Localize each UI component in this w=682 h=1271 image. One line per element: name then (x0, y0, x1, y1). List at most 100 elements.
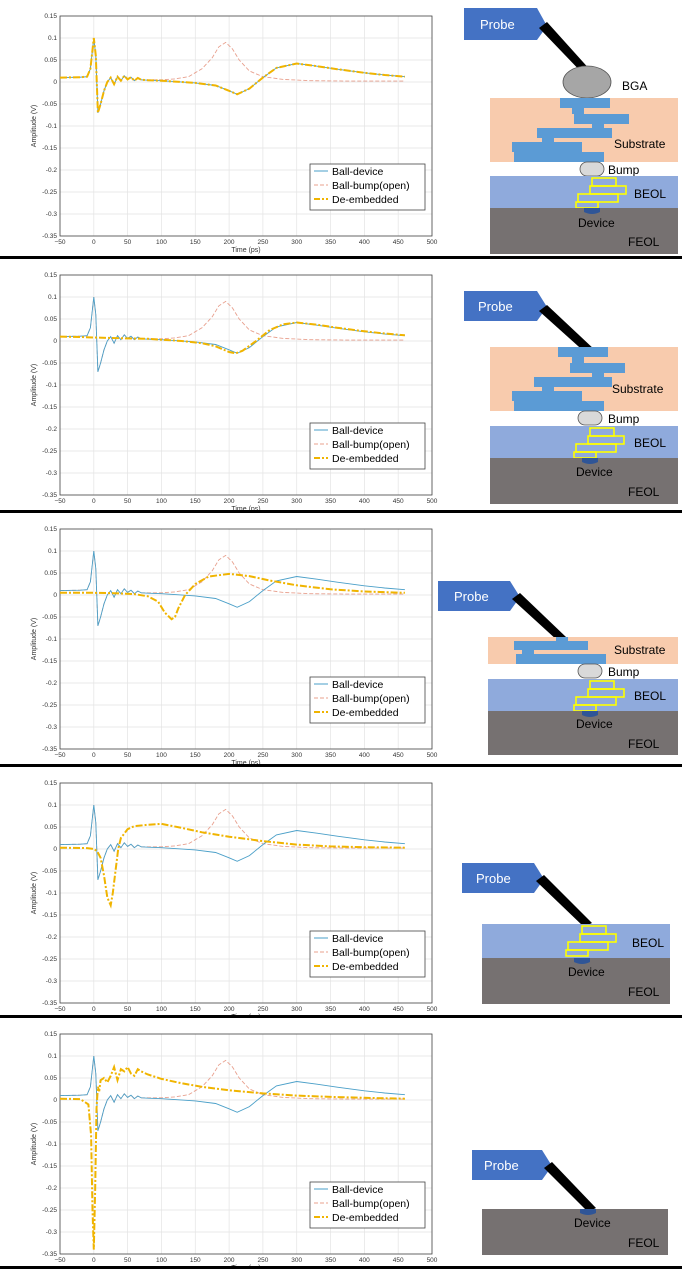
legend-label: Ball-device (332, 166, 384, 178)
plot-frame (59, 274, 433, 496)
y-tick-label: -0.05 (42, 1119, 57, 1126)
x-tick-label: 50 (124, 239, 132, 246)
chart-1: −50 0 50 100 150 200 250 300 350 400 450 500 0.15 0.1… (31, 13, 438, 254)
y-tick-label: 0.1 (48, 1053, 57, 1060)
chart-3: −50 0 50 100 150 200 250 300 350 400 450 500 0.15 0.1… (31, 526, 438, 767)
device-label: Device (576, 465, 613, 479)
y-tick-label: -0.1 (46, 1141, 58, 1148)
series-line-de-embedded (60, 572, 405, 621)
series-line-de-embedded (59, 1063, 405, 1250)
x-tick-label: 0 (92, 498, 96, 505)
y-tick-label: -0.3 (46, 724, 58, 731)
y-tick-label: 0.15 (44, 272, 57, 279)
plot-frame (59, 15, 433, 237)
legend-label: De-embedded (332, 1212, 399, 1224)
x-tick-label: 0 (92, 239, 96, 246)
y-axis-label: Amplitude (V) (31, 105, 38, 147)
y-tick-label: -0.25 (42, 702, 57, 709)
beol-label: BEOL (634, 187, 666, 201)
x-tick-label: 250 (257, 752, 268, 759)
beol-label: BEOL (634, 436, 666, 450)
x-tick-label: 250 (257, 239, 268, 246)
x-tick-label: 150 (190, 239, 201, 246)
y-tick-label: -0.35 (42, 1000, 57, 1007)
y-axis-label: Amplitude (V) (31, 872, 38, 914)
x-tick-label: 500 (427, 1006, 438, 1013)
y-tick-label: -0.25 (42, 448, 57, 455)
x-tick-label: 350 (325, 239, 336, 246)
plot-frame (59, 782, 433, 1004)
plot-frame (59, 528, 433, 750)
y-tick-label: 0.05 (44, 824, 57, 831)
y-tick-label: 0.05 (44, 316, 57, 323)
probe: Probe (462, 863, 592, 927)
series-line-ball-device (59, 296, 405, 372)
beol-label: BEOL (634, 689, 666, 703)
y-tick-label: 0.15 (44, 780, 57, 787)
x-tick-label: 200 (224, 498, 235, 505)
y-tick-label: -0.25 (42, 1207, 57, 1214)
x-tick-label: 0 (92, 752, 96, 759)
legend-label: Ball-device (332, 425, 384, 437)
y-tick-label: -0.2 (46, 934, 58, 941)
feol-label: FEOL (628, 985, 660, 999)
y-tick-label: 0.1 (48, 802, 57, 809)
y-axis-label: Amplitude (V) (31, 364, 38, 406)
x-tick-label: −50 (54, 1257, 65, 1264)
legend-label: Ball-device (332, 933, 384, 945)
legend-box (309, 422, 426, 470)
panel-3: −50 0 50 100 150 200 250 300 350 400 450 500 0.15 0.1… (0, 513, 682, 767)
x-tick-label: 200 (224, 752, 235, 759)
x-tick-label: 100 (156, 1257, 167, 1264)
separator (0, 1266, 682, 1269)
panel-5: −50 0 50 100 150 200 250 300 350 400 450 500 0.15 0.1… (0, 1018, 682, 1271)
legend-box (309, 1181, 426, 1229)
substrate-traces (514, 637, 606, 664)
feol-layer (490, 458, 678, 504)
x-tick-label: 300 (291, 239, 302, 246)
device-block (582, 711, 598, 717)
substrate-label: Substrate (614, 643, 666, 657)
x-tick-label: 450 (393, 1257, 404, 1264)
series-line-ball-bump (59, 1055, 405, 1131)
substrate-traces (512, 98, 629, 162)
x-tick-label: 250 (257, 1257, 268, 1264)
diagram-5: Probe Device FEOL (472, 1150, 668, 1255)
legend-label: De-embedded (332, 453, 399, 465)
y-tick-label: 0.1 (48, 294, 57, 301)
bump (577, 663, 603, 679)
y-tick-label: 0.15 (44, 13, 57, 20)
y-tick-label: -0.1 (46, 890, 58, 897)
x-tick-label: 100 (156, 498, 167, 505)
feol-layer (490, 208, 678, 254)
y-tick-label: -0.05 (42, 868, 57, 875)
beol-vias (565, 925, 617, 957)
panel-4: −50 0 50 100 150 200 250 300 350 400 450 500 0.15 0.1… (0, 767, 682, 1021)
y-tick-label: -0.3 (46, 470, 58, 477)
bump (579, 161, 605, 177)
probe-label: Probe (454, 589, 489, 604)
x-tick-label: 400 (359, 752, 370, 759)
x-tick-label: −50 (54, 239, 65, 246)
x-tick-label: 150 (190, 1006, 201, 1013)
panel-2: −50 0 50 100 150 200 250 300 350 400 450 500 0.15 0.1… (0, 259, 682, 513)
x-tick-label: 400 (359, 498, 370, 505)
y-tick-label: -0.3 (46, 1229, 58, 1236)
x-tick-label: −50 (54, 498, 65, 505)
x-tick-label: 350 (325, 752, 336, 759)
diagram-1: Probe BGA Substrate Bump BEOL Device FEO… (464, 8, 678, 254)
x-tick-label: 100 (156, 752, 167, 759)
device-block (580, 1209, 596, 1215)
device-block (574, 958, 590, 964)
device-block (582, 458, 598, 464)
x-tick-label: 450 (393, 1006, 404, 1013)
feol-label: FEOL (628, 737, 660, 751)
separator (0, 510, 682, 513)
probe-label: Probe (478, 299, 513, 314)
y-tick-label: -0.25 (42, 956, 57, 963)
series-line-ball-bump (59, 296, 405, 372)
x-tick-label: 200 (224, 1257, 235, 1264)
y-tick-label: 0.05 (44, 1075, 57, 1082)
y-tick-label: 0.05 (44, 57, 57, 64)
y-tick-label: -0.05 (42, 101, 57, 108)
